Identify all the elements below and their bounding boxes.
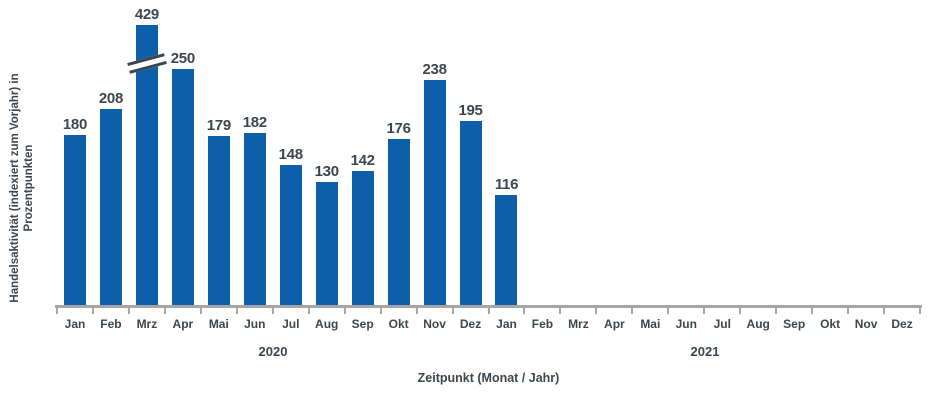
bar bbox=[351, 170, 374, 305]
x-axis-line bbox=[55, 305, 922, 308]
bar bbox=[495, 195, 518, 305]
axis-tick bbox=[487, 308, 490, 314]
axis-tick bbox=[343, 308, 346, 314]
bar-value-label: 195 bbox=[458, 101, 483, 119]
axis-tick bbox=[667, 308, 670, 314]
bar-value-label: 250 bbox=[170, 50, 195, 67]
bar bbox=[315, 182, 338, 305]
x-axis-title: Zeitpunkt (Monat / Jahr) bbox=[417, 371, 560, 385]
year-label-2020: 2020 bbox=[258, 344, 288, 359]
month-label: Jan bbox=[64, 317, 86, 331]
bar bbox=[279, 165, 302, 305]
axis-tick bbox=[631, 308, 634, 314]
bar bbox=[387, 138, 410, 305]
month-label: Sep bbox=[783, 317, 806, 331]
bar-value-label: 148 bbox=[278, 146, 303, 164]
month-label: Dez bbox=[891, 317, 913, 331]
bar-value-label: 180 bbox=[62, 116, 88, 134]
bar bbox=[99, 108, 122, 305]
axis-tick bbox=[451, 308, 454, 314]
axis-tick bbox=[883, 308, 886, 314]
month-label: Nov bbox=[423, 317, 446, 331]
axis-tick bbox=[307, 308, 310, 314]
month-label: Aug bbox=[315, 317, 339, 331]
axis-tick bbox=[739, 308, 742, 314]
month-label: Mai bbox=[208, 317, 229, 331]
month-label: Feb bbox=[531, 317, 554, 331]
bar bbox=[207, 136, 230, 305]
month-label: Jun bbox=[244, 317, 266, 331]
axis-tick bbox=[235, 308, 238, 314]
month-label: Jun bbox=[675, 317, 697, 331]
month-label: Mrz bbox=[136, 317, 158, 331]
axis-tick bbox=[415, 308, 418, 314]
bar bbox=[63, 135, 86, 305]
axis-tick bbox=[56, 308, 58, 314]
axis-tick bbox=[271, 308, 274, 314]
bar-value-label: 179 bbox=[206, 117, 231, 135]
bar-value-label: 238 bbox=[422, 61, 447, 79]
month-label: Mrz bbox=[568, 317, 589, 331]
month-label: Nov bbox=[854, 317, 878, 331]
axis-tick bbox=[559, 308, 562, 314]
axis-tick bbox=[91, 308, 94, 314]
bar-value-label: 429 bbox=[134, 6, 159, 23]
bar-value-label: 182 bbox=[242, 114, 267, 132]
month-label: Apr bbox=[604, 317, 625, 331]
bar bbox=[135, 25, 158, 305]
bar-value-label: 142 bbox=[350, 151, 375, 169]
month-label: Sep bbox=[351, 317, 374, 331]
bar bbox=[423, 80, 446, 305]
month-label: Apr bbox=[172, 317, 194, 331]
month-label: Jan bbox=[496, 317, 517, 331]
bar-value-label: 176 bbox=[386, 119, 411, 137]
bar-value-label: 208 bbox=[98, 89, 123, 107]
month-label: Dez bbox=[459, 317, 482, 331]
axis-tick bbox=[775, 308, 778, 314]
axis-tick bbox=[811, 308, 814, 314]
bar-value-label: 116 bbox=[494, 176, 519, 194]
bar bbox=[459, 120, 482, 305]
axis-tick bbox=[595, 308, 598, 314]
bar bbox=[171, 69, 194, 305]
axis-tick bbox=[919, 308, 921, 314]
axis-tick bbox=[703, 308, 706, 314]
month-label: Jul bbox=[713, 317, 731, 331]
month-label: Aug bbox=[746, 317, 770, 331]
axis-tick bbox=[199, 308, 202, 314]
axis-tick bbox=[163, 308, 166, 314]
bar bbox=[243, 133, 266, 305]
axis-tick bbox=[523, 308, 526, 314]
axis-tick bbox=[847, 308, 850, 314]
bar-value-label: 130 bbox=[314, 163, 339, 181]
month-label: Okt bbox=[388, 317, 409, 331]
year-label-2021: 2021 bbox=[690, 344, 720, 359]
month-label: Mai bbox=[640, 317, 661, 331]
month-label: Feb bbox=[100, 317, 122, 331]
axis-tick bbox=[379, 308, 382, 314]
month-label: Jul bbox=[282, 317, 300, 331]
axis-tick bbox=[127, 308, 130, 314]
month-label: Okt bbox=[820, 317, 841, 331]
